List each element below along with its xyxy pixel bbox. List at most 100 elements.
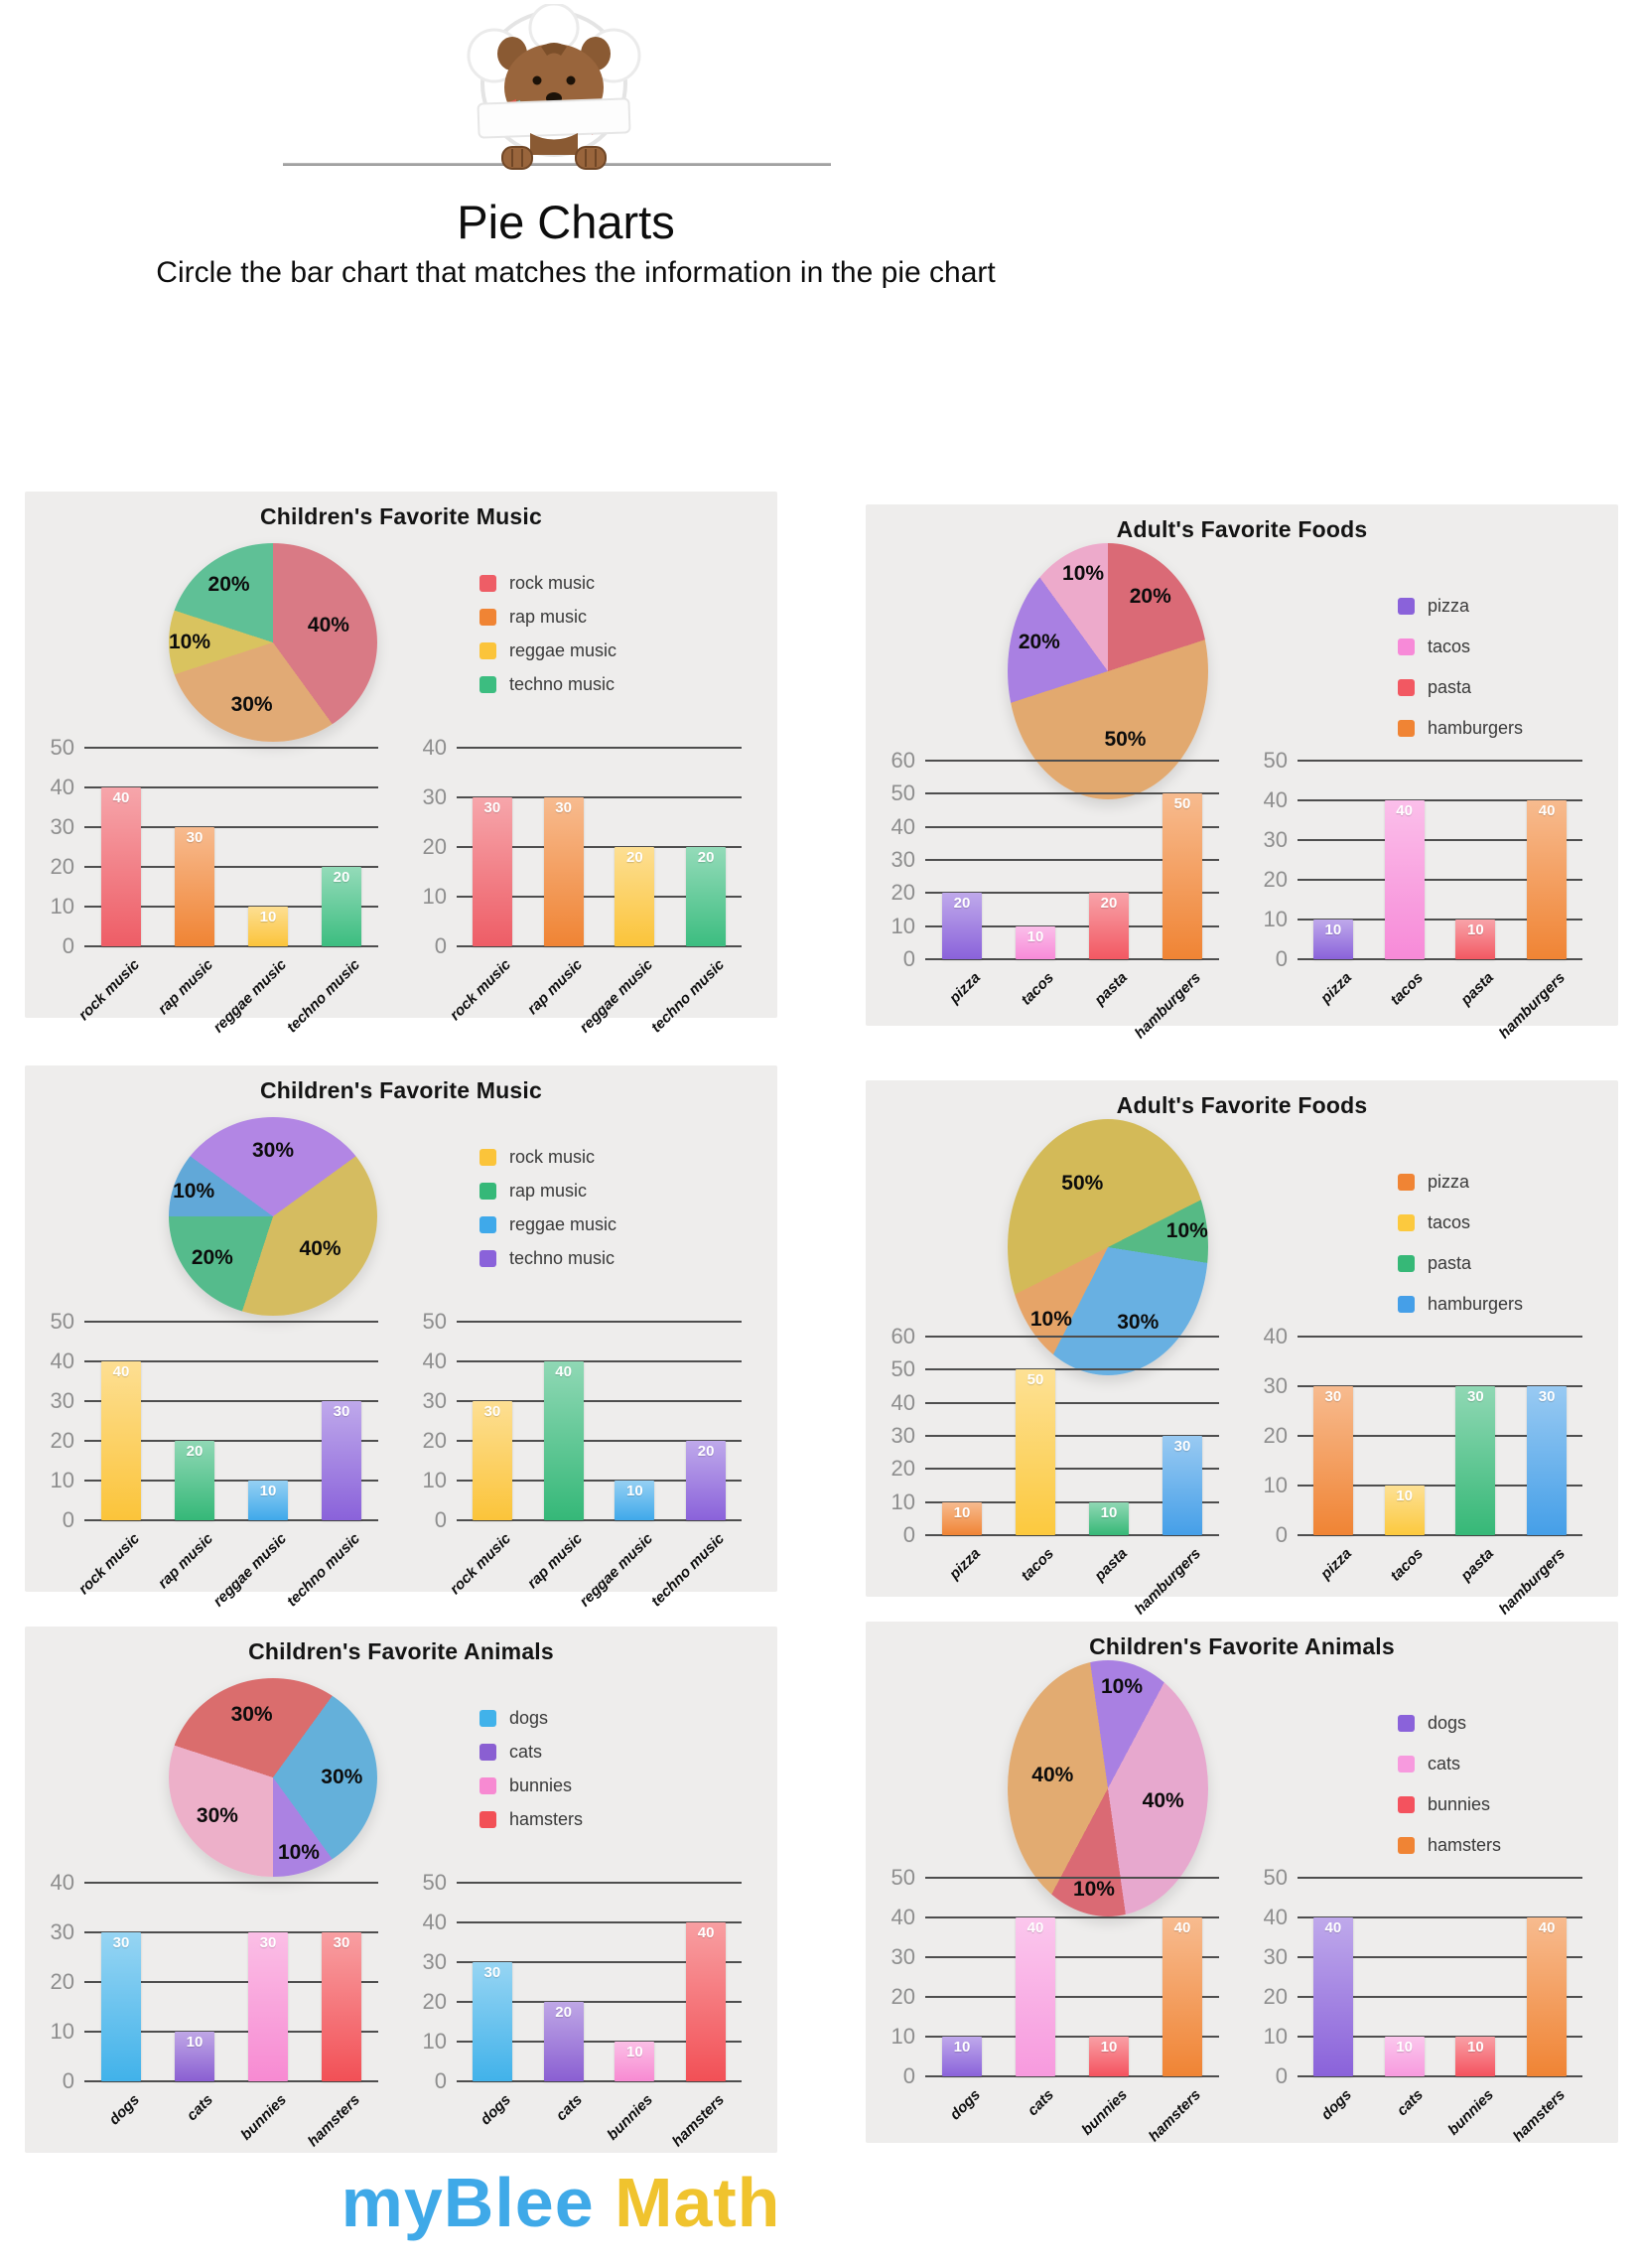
- legend-label: pasta: [1428, 677, 1472, 697]
- gridline: [84, 2031, 378, 2033]
- bar-value-label: 30: [1467, 1388, 1484, 1405]
- bar-value-label: 20: [186, 1443, 204, 1460]
- bar-chart-option-2[interactable]: 0 10 20 30 40 50 30 dogs 20 cats 10 bunnies 40 hamste…: [423, 1870, 742, 2150]
- bar-pizza: 10: [1312, 920, 1353, 959]
- axis-tick-label: 40: [890, 1389, 915, 1415]
- gridline: [1298, 2075, 1582, 2077]
- bar-pasta: 30: [1455, 1386, 1496, 1535]
- axis-tick-label: 10: [50, 894, 74, 919]
- pie-chart: [1008, 1119, 1208, 1375]
- x-axis-label: dogs: [477, 2091, 514, 2129]
- bar-value-label: 20: [953, 895, 971, 913]
- bar-hamburgers: 50: [1162, 793, 1202, 959]
- axis-tick-label: 40: [1263, 1905, 1288, 1929]
- axis-tick-label: 0: [1275, 2063, 1288, 2088]
- brand-math: Math: [615, 2164, 781, 2241]
- bar-chart-option-2[interactable]: 0 10 20 30 40 50 10 pizza 40 tacos 10 pasta 40 hambur…: [1264, 748, 1582, 1042]
- bar-chart-option-1[interactable]: 0 10 20 30 40 50 60 20 pizza 10 tacos 20 pasta 50 hamb…: [891, 748, 1219, 1042]
- gridline: [457, 896, 742, 898]
- bar-chart-option-2[interactable]: 0 10 20 30 40 50 40 dogs 10 cats 10 bunnies 40 hamste…: [1264, 1865, 1582, 2145]
- gridline: [1298, 1956, 1582, 1958]
- legend-item: tacos: [1398, 637, 1470, 657]
- bar-chart-option-1[interactable]: 0 10 20 30 40 50 40 rock music 30 rap music 10 regg…: [51, 735, 378, 1036]
- panel-title: Children's Favorite Music: [260, 503, 542, 529]
- legend-label: cats: [509, 1742, 543, 1762]
- axis-tick-label: 30: [422, 784, 447, 809]
- legend-label: reggae music: [509, 1214, 617, 1234]
- pie-percent-label: 10%: [1072, 1877, 1115, 1901]
- legend-swatch: [479, 676, 496, 693]
- legend-swatch: [479, 1744, 496, 1761]
- x-axis-label: rap music: [523, 1530, 586, 1593]
- bar-chart-option-1[interactable]: 0 10 20 30 40 50 40 rock music 20 rap music 10 regg…: [51, 1309, 378, 1610]
- bar-dogs: 30: [472, 1962, 512, 2081]
- gridline: [925, 1336, 1219, 1338]
- pie-percent-label: 10%: [168, 631, 211, 653]
- x-axis-label: pasta: [1457, 969, 1498, 1009]
- legend-item: dogs: [479, 1708, 548, 1729]
- bar-cats: 10: [175, 2032, 214, 2081]
- x-axis-label: bunnies: [604, 2091, 657, 2144]
- legend-label: pizza: [1428, 1172, 1470, 1192]
- gridline: [457, 1961, 742, 1963]
- gridline: [925, 1468, 1219, 1471]
- gridline: [1298, 1385, 1582, 1387]
- bar-rock-music: 30: [472, 797, 512, 946]
- bar-chart-option-1[interactable]: 0 10 20 30 40 50 10 dogs 40 cats 10 bunnies 40 hamste…: [891, 1865, 1219, 2145]
- x-axis-label: pizza: [1316, 1545, 1355, 1583]
- gridline: [84, 826, 378, 828]
- legend-label: pizza: [1428, 596, 1470, 616]
- x-axis-label: hamsters: [304, 2091, 364, 2151]
- bar-chart-option-1[interactable]: 0 10 20 30 40 50 60 10 pizza 50 tacos 10 pasta 30 hamb…: [891, 1324, 1219, 1618]
- bar-value-label: 10: [1324, 921, 1342, 938]
- bar-reggae-music: 10: [615, 1481, 655, 1520]
- bar-value-label: 30: [333, 1403, 350, 1420]
- gridline: [457, 2041, 742, 2043]
- bar-value-label: 30: [1173, 1438, 1191, 1455]
- bar-chart-option-2[interactable]: 0 10 20 30 40 50 30 rock music 40 rap music 10 regg…: [423, 1309, 742, 1610]
- pie-percent-label: 40%: [1142, 1788, 1184, 1812]
- legend-item: hamsters: [479, 1809, 583, 1830]
- legend-item: rap music: [479, 607, 587, 628]
- axis-tick-label: 20: [1263, 867, 1288, 892]
- gridline: [457, 1519, 742, 1521]
- bar-chart-option-2[interactable]: 0 10 20 30 40 30 pizza 10 tacos 30 pasta 30 hamburge…: [1264, 1324, 1582, 1618]
- x-axis-label: rock music: [74, 1530, 144, 1599]
- gridline: [84, 1931, 378, 1933]
- pie-percent-label: 30%: [230, 1703, 273, 1727]
- bar-value-label: 30: [1538, 1388, 1556, 1405]
- bar-value-label: 10: [626, 1483, 643, 1499]
- legend-swatch: [479, 1216, 496, 1233]
- bar-dogs: 40: [1312, 1917, 1353, 2076]
- gridline: [84, 1882, 378, 1884]
- panel-1: Children's Favorite Music 40% 30% 10% 20% roc…: [25, 492, 777, 1036]
- bar-bunnies: 10: [615, 2042, 655, 2081]
- bar-value-label: 10: [1026, 927, 1044, 945]
- bar-chart-option-2[interactable]: 0 10 20 30 40 30 rock music 30 rap music 20 reggae…: [423, 735, 742, 1036]
- x-axis-label: rock music: [446, 956, 514, 1025]
- bar-value-label: 20: [697, 849, 715, 866]
- bar-chart-option-1[interactable]: 0 10 20 30 40 30 dogs 10 cats 30 bunnies 30 hamsters: [51, 1870, 378, 2150]
- bar-pizza: 10: [942, 1501, 982, 1535]
- x-axis-label: rock music: [446, 1530, 514, 1599]
- x-axis-label: cats: [1024, 2086, 1058, 2120]
- gridline: [1298, 1485, 1582, 1487]
- x-axis-label: bunnies: [1078, 2086, 1132, 2139]
- x-axis-label: tacos: [1386, 1545, 1427, 1585]
- axis-tick-label: 50: [50, 1309, 74, 1334]
- axis-tick-label: 0: [902, 1522, 915, 1547]
- x-axis-label: dogs: [105, 2091, 144, 2129]
- bar-rock-music: 40: [101, 1361, 141, 1520]
- x-axis-label: pasta: [1091, 1545, 1132, 1585]
- bar-techno-music: 20: [686, 1441, 727, 1520]
- pie-chart: [169, 1117, 377, 1316]
- gridline: [925, 924, 1219, 927]
- gridline: [84, 1981, 378, 1983]
- bar-value-label: 40: [1538, 802, 1556, 819]
- gridline: [84, 2080, 378, 2082]
- pie-percent-label: 10%: [173, 1180, 215, 1204]
- axis-tick-label: 0: [62, 933, 74, 958]
- axis-tick-label: 0: [434, 933, 447, 958]
- legend-swatch: [479, 1183, 496, 1200]
- bar-rap-music: 20: [175, 1441, 214, 1520]
